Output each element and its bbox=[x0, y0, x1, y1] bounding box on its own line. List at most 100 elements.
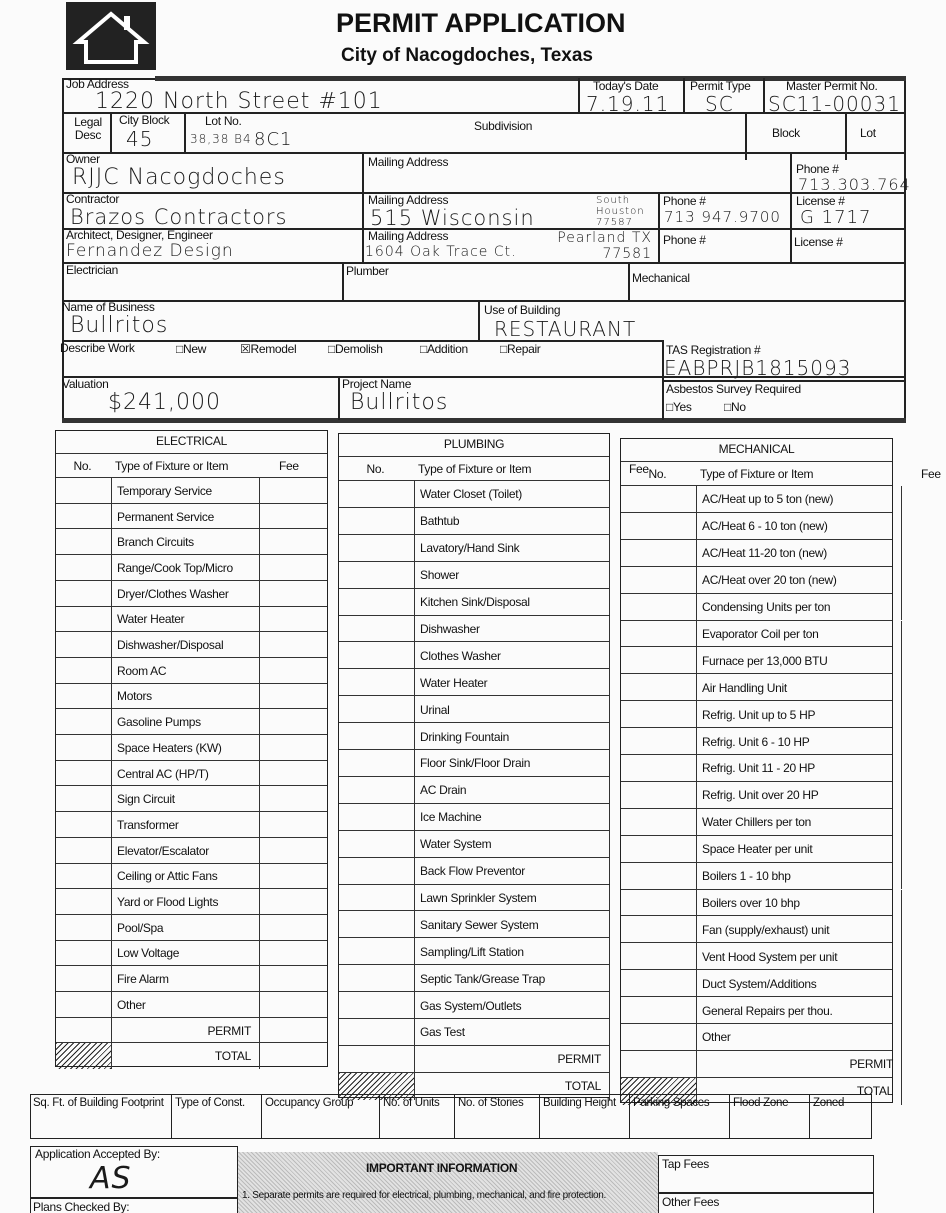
fee-cell[interactable] bbox=[901, 539, 902, 567]
fee-cell[interactable] bbox=[259, 812, 327, 838]
quantity-cell[interactable] bbox=[339, 803, 415, 831]
fee-cell[interactable] bbox=[259, 580, 327, 607]
table-row[interactable]: Sampling/Lift Station bbox=[339, 937, 610, 966]
fee-cell[interactable] bbox=[259, 914, 327, 941]
quantity-cell[interactable] bbox=[621, 486, 697, 513]
quantity-cell[interactable] bbox=[621, 1024, 697, 1051]
fee-cell[interactable] bbox=[609, 1045, 610, 1073]
fee-cell[interactable] bbox=[901, 862, 902, 890]
fee-cell[interactable] bbox=[609, 857, 610, 885]
table-row[interactable]: Refrig. Unit over 20 HP bbox=[621, 780, 902, 809]
fee-cell[interactable] bbox=[259, 735, 327, 761]
quantity-cell[interactable] bbox=[56, 863, 112, 890]
table-row[interactable]: Yard or Flood Lights bbox=[56, 888, 327, 915]
quantity-cell[interactable] bbox=[621, 728, 697, 755]
contractor-phone-field[interactable]: 713 947.9700 bbox=[664, 208, 781, 226]
table-row[interactable]: Room AC bbox=[56, 656, 327, 684]
contractor-field[interactable]: Brazos Contractors bbox=[70, 205, 288, 229]
quantity-cell[interactable] bbox=[339, 938, 415, 966]
table-row[interactable]: Vent Hood System per unit bbox=[621, 942, 902, 971]
quantity-cell[interactable] bbox=[56, 657, 112, 684]
quantity-cell[interactable] bbox=[621, 566, 697, 594]
lot-no-extra[interactable]: 8C1 bbox=[254, 129, 293, 150]
table-row[interactable]: TOTAL bbox=[56, 1042, 327, 1070]
table-row[interactable]: Air Handling Unit bbox=[621, 673, 902, 702]
quantity-cell[interactable] bbox=[56, 478, 112, 504]
building-info-cell[interactable]: No. of Stories bbox=[455, 1094, 540, 1139]
quantity-cell[interactable] bbox=[621, 539, 697, 567]
quantity-cell[interactable] bbox=[339, 776, 415, 804]
architect-field[interactable]: Fernandez Design bbox=[66, 241, 234, 261]
valuation-field[interactable]: $241,000 bbox=[108, 390, 221, 415]
quantity-cell[interactable] bbox=[56, 735, 112, 761]
table-row[interactable]: Water System bbox=[339, 829, 610, 858]
building-info-cell[interactable]: Occupancy Group bbox=[262, 1094, 380, 1139]
contractor-license-field[interactable]: G 1717 bbox=[800, 207, 872, 228]
work-option-addition[interactable]: □Addition bbox=[420, 343, 468, 356]
architect-mailing-field[interactable]: 1604 Oak Trace Ct. bbox=[365, 244, 517, 260]
fee-cell[interactable] bbox=[609, 696, 610, 724]
quantity-cell[interactable] bbox=[56, 914, 112, 941]
quantity-cell[interactable] bbox=[621, 512, 697, 540]
fee-cell[interactable] bbox=[609, 750, 610, 777]
work-option-new[interactable]: □New bbox=[176, 343, 206, 356]
quantity-cell[interactable] bbox=[339, 534, 415, 562]
building-info-cell[interactable]: No. of Units bbox=[380, 1094, 455, 1139]
table-row[interactable]: Bathtub bbox=[339, 506, 610, 535]
quantity-cell[interactable] bbox=[56, 992, 112, 1018]
building-info-cell[interactable]: Building Height bbox=[540, 1094, 630, 1139]
fee-cell[interactable] bbox=[901, 512, 902, 540]
table-row[interactable]: AC Drain bbox=[339, 775, 610, 804]
quantity-cell[interactable] bbox=[56, 1017, 112, 1044]
fee-cell[interactable] bbox=[609, 669, 610, 697]
fee-cell[interactable] bbox=[609, 938, 610, 966]
asbestos-no[interactable]: □No bbox=[724, 400, 746, 414]
fee-cell[interactable] bbox=[609, 534, 610, 562]
quantity-cell[interactable] bbox=[339, 561, 415, 589]
table-row[interactable]: Boilers over 10 bhp bbox=[621, 888, 902, 917]
quantity-cell[interactable] bbox=[339, 696, 415, 724]
business-name-field[interactable]: Bullritos bbox=[70, 313, 169, 338]
table-row[interactable]: Lavatory/Hand Sink bbox=[339, 533, 610, 562]
quantity-cell[interactable] bbox=[56, 760, 112, 787]
quantity-cell[interactable] bbox=[339, 723, 415, 750]
fee-cell[interactable] bbox=[259, 478, 327, 504]
table-row[interactable]: Pool/Spa bbox=[56, 913, 327, 941]
quantity-cell[interactable] bbox=[339, 830, 415, 858]
table-row[interactable]: Evaporator Coil per ton bbox=[621, 619, 902, 648]
table-row[interactable]: AC/Heat 11-20 ton (new) bbox=[621, 538, 902, 567]
fee-cell[interactable] bbox=[901, 781, 902, 809]
quantity-cell[interactable] bbox=[56, 683, 112, 710]
todays-date-field[interactable]: 7.19.11 bbox=[586, 92, 670, 116]
fee-cell[interactable] bbox=[901, 970, 902, 998]
table-row[interactable]: AC/Heat 6 - 10 ton (new) bbox=[621, 511, 902, 540]
quantity-cell[interactable] bbox=[56, 966, 112, 992]
quantity-cell[interactable] bbox=[339, 1045, 415, 1073]
building-info-cell[interactable]: Flood Zone bbox=[730, 1094, 810, 1139]
table-row[interactable]: Central AC (HP/T) bbox=[56, 759, 327, 787]
table-row[interactable]: Space Heaters (KW) bbox=[56, 734, 327, 761]
table-row[interactable]: Gas Test bbox=[339, 1018, 610, 1046]
quantity-cell[interactable] bbox=[339, 750, 415, 777]
table-row[interactable]: Floor Sink/Floor Drain bbox=[339, 749, 610, 777]
fee-cell[interactable] bbox=[901, 1050, 902, 1078]
quantity-cell[interactable] bbox=[56, 606, 112, 633]
quantity-cell[interactable] bbox=[56, 786, 112, 813]
table-row[interactable]: AC/Heat up to 5 ton (new) bbox=[621, 485, 902, 513]
fee-cell[interactable] bbox=[609, 992, 610, 1019]
lot-no-field[interactable]: 38,38 B4 bbox=[190, 132, 252, 146]
fee-cell[interactable] bbox=[901, 997, 902, 1024]
quantity-cell[interactable] bbox=[339, 669, 415, 697]
quantity-cell[interactable] bbox=[339, 481, 415, 508]
table-row[interactable]: Space Heater per unit bbox=[621, 834, 902, 863]
fee-cell[interactable] bbox=[609, 911, 610, 939]
fee-cell[interactable] bbox=[901, 728, 902, 755]
table-row[interactable]: PERMIT bbox=[621, 1049, 902, 1078]
quantity-cell[interactable] bbox=[56, 837, 112, 864]
building-info-cell[interactable]: Type of Const. bbox=[172, 1094, 262, 1139]
table-row[interactable]: Condensing Units per ton bbox=[621, 592, 902, 621]
table-row[interactable]: Shower bbox=[339, 560, 610, 589]
quantity-cell[interactable] bbox=[621, 647, 697, 675]
fee-cell[interactable] bbox=[259, 657, 327, 684]
quantity-cell[interactable] bbox=[56, 529, 112, 556]
